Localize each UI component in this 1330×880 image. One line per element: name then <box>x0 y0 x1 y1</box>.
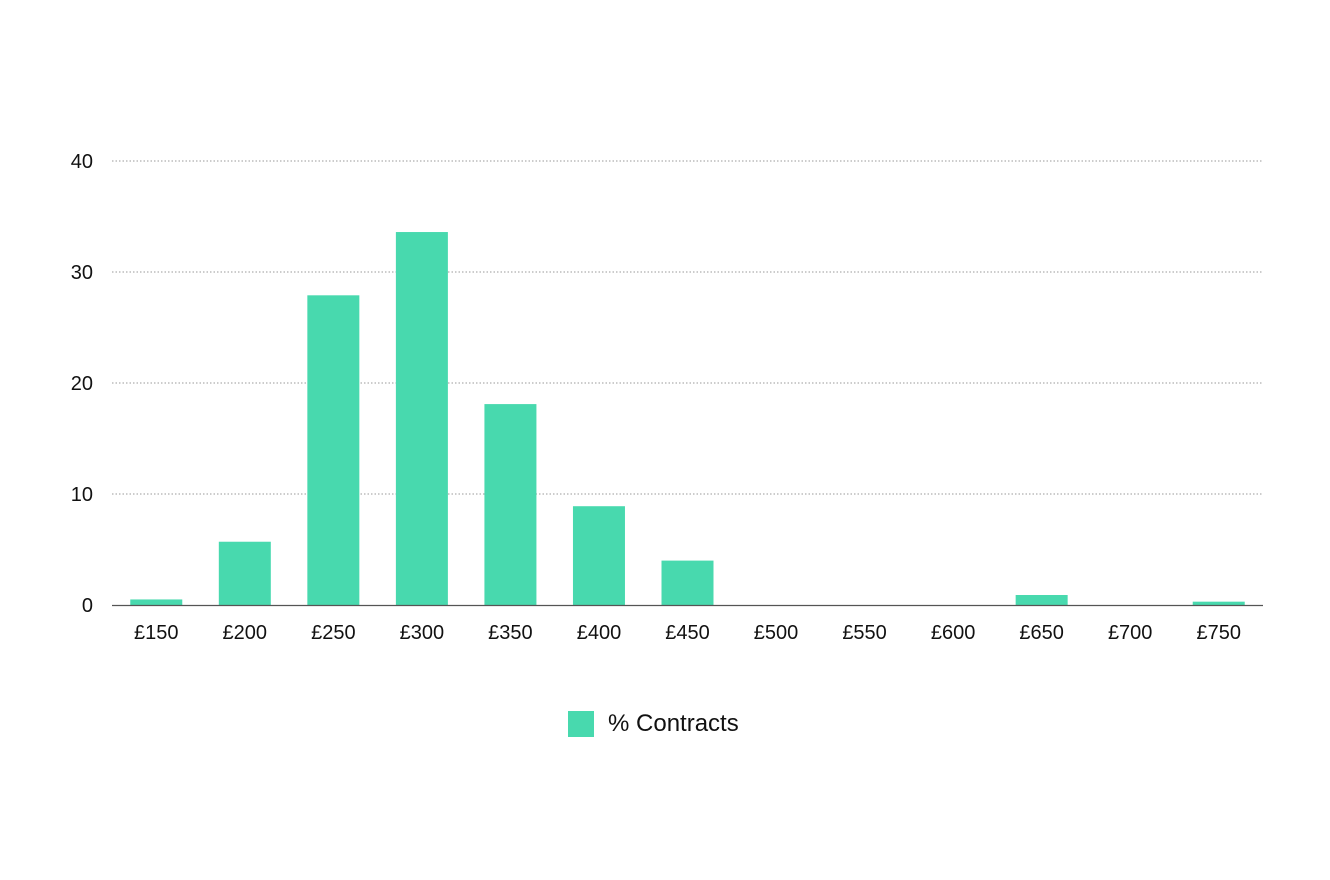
y-tick-label: 30 <box>71 262 93 284</box>
bar <box>307 295 360 605</box>
bar <box>218 541 271 605</box>
x-tick-label: £400 <box>577 622 622 644</box>
y-tick-label: 40 <box>71 151 93 173</box>
x-tick-label: £200 <box>223 622 268 644</box>
y-tick-label: 0 <box>82 595 93 617</box>
x-tick-label: £500 <box>754 622 799 644</box>
x-tick-label: £150 <box>134 622 179 644</box>
y-axis-ticks: 0 10 20 30 40 <box>71 151 93 617</box>
bar <box>484 404 537 605</box>
bars <box>130 232 1245 606</box>
x-tick-label: £350 <box>488 622 533 644</box>
bar <box>395 232 448 606</box>
legend: % Contracts <box>568 710 739 738</box>
gridlines <box>112 160 1263 495</box>
y-tick-label: 20 <box>71 373 93 395</box>
bar <box>572 506 625 605</box>
bar <box>130 599 183 605</box>
bar <box>661 560 714 605</box>
x-tick-label: £550 <box>842 622 887 644</box>
x-axis-ticks: £150 £200 £250 £300 £350 £400 £450 £500 £550 £600… <box>134 622 1241 644</box>
legend-label: % Contracts <box>608 710 739 737</box>
x-tick-label: £450 <box>665 622 710 644</box>
x-tick-label: £300 <box>400 622 445 644</box>
x-tick-label: £650 <box>1019 622 1064 644</box>
x-tick-label: £250 <box>311 622 356 644</box>
legend-swatch <box>568 711 594 737</box>
bar <box>1192 601 1245 605</box>
bar <box>1015 595 1068 605</box>
x-tick-label: £600 <box>931 622 976 644</box>
x-tick-label: £700 <box>1108 622 1153 644</box>
x-tick-label: £750 <box>1196 622 1241 644</box>
y-tick-label: 10 <box>71 484 93 506</box>
